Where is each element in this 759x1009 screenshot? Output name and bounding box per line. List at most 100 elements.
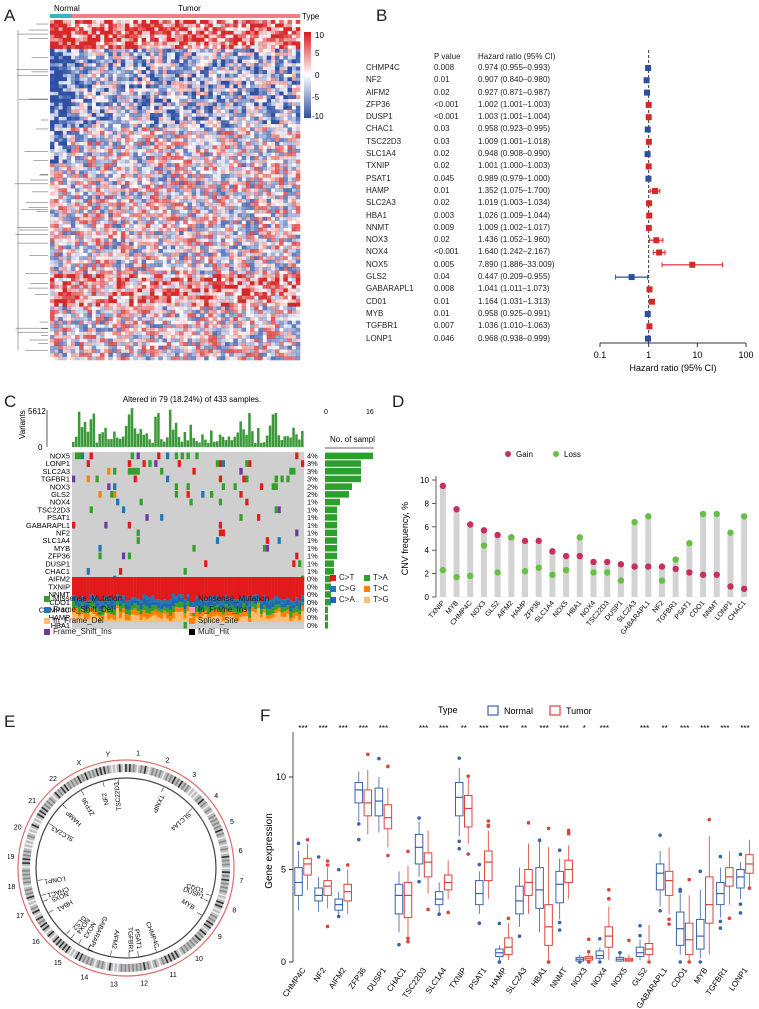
heatmap-cell — [162, 295, 167, 300]
heatmap-cell — [112, 209, 117, 214]
heatmap-cell — [66, 227, 72, 232]
heatmap-cell — [54, 281, 59, 286]
heatmap-cell — [287, 241, 292, 246]
heatmap-cell — [279, 238, 284, 243]
heatmap-cell — [112, 102, 117, 107]
heatmap-cell — [275, 231, 280, 236]
heatmap-cell — [129, 130, 134, 135]
heatmap-cell — [100, 288, 105, 293]
heatmap-cell — [250, 20, 255, 24]
heatmap-cell — [125, 84, 130, 89]
heatmap-cell — [283, 148, 288, 153]
heatmap-cell — [108, 292, 113, 296]
heatmap-cell — [87, 52, 92, 57]
heatmap-cell — [137, 98, 142, 103]
heatmap-cell — [162, 177, 167, 182]
heatmap-cell — [166, 84, 172, 89]
heatmap-cell — [170, 109, 176, 114]
heatmap-cell — [229, 181, 234, 185]
heatmap-cell — [191, 224, 197, 228]
heatmap-cell — [270, 34, 276, 39]
heatmap-cell — [50, 62, 55, 67]
heatmap-cell — [250, 148, 255, 153]
heatmap-cell — [229, 299, 234, 304]
heatmap-cell — [279, 181, 284, 185]
heatmap-cell — [263, 288, 267, 292]
heatmap-cell — [208, 166, 213, 171]
heatmap-cell — [204, 202, 209, 207]
heatmap-cell — [233, 105, 238, 110]
heatmap-cell — [62, 292, 67, 296]
heatmap-cell — [158, 138, 162, 142]
heatmap-cell — [245, 123, 251, 128]
heatmap-cell — [220, 59, 226, 64]
heatmap-cell — [70, 238, 76, 243]
heatmap-cell — [95, 80, 101, 85]
heatmap-cell — [258, 281, 263, 286]
heatmap-cell — [179, 84, 184, 89]
heatmap-cell — [91, 309, 97, 314]
heatmap-cell — [120, 277, 126, 282]
heatmap-cell — [95, 299, 101, 304]
heatmap-cell — [262, 202, 267, 207]
heatmap-cell — [75, 62, 80, 67]
heatmap-cell — [91, 88, 97, 92]
heatmap-cell — [200, 313, 205, 318]
heatmap-cell — [241, 256, 247, 261]
heatmap-cell — [208, 220, 213, 225]
heatmap-cell — [229, 220, 234, 225]
heatmap-cell — [175, 134, 180, 139]
heatmap-cell — [133, 313, 138, 318]
heatmap-cell — [195, 181, 201, 185]
heatmap-cell — [266, 156, 272, 160]
heatmap-cell — [154, 227, 159, 232]
heatmap-cell — [66, 45, 72, 49]
heatmap-cell — [254, 292, 259, 296]
heatmap-cell — [145, 34, 151, 39]
heatmap-cell — [75, 317, 80, 321]
heatmap-cell — [71, 235, 75, 239]
heatmap-cell — [204, 277, 209, 282]
heatmap-cell — [225, 156, 230, 160]
heatmap-cell — [175, 306, 179, 310]
heatmap-cell — [95, 249, 101, 253]
heatmap-cell — [154, 256, 159, 261]
heatmap-cell — [100, 198, 105, 203]
heatmap-cell — [166, 277, 172, 282]
heatmap-cell — [258, 295, 263, 300]
heatmap-cell — [129, 134, 134, 139]
heatmap-cell — [162, 20, 167, 24]
heatmap-cell — [204, 134, 209, 139]
heatmap-cell — [104, 241, 109, 246]
heatmap-cell — [170, 249, 176, 253]
heatmap-cell — [66, 102, 72, 107]
heatmap-cell — [283, 166, 288, 171]
heatmap-cell — [195, 138, 201, 142]
heatmap-cell — [166, 59, 172, 64]
heatmap-cell — [191, 238, 197, 243]
heatmap-cell — [62, 216, 67, 221]
heatmap-cell — [187, 27, 192, 32]
heatmap-cell — [133, 306, 138, 311]
heatmap-cell — [125, 274, 130, 278]
heatmap-cell — [58, 277, 63, 282]
heatmap-cell — [141, 256, 147, 261]
heatmap-cell — [258, 145, 263, 150]
heatmap-cell — [138, 38, 142, 42]
heatmap-cell — [95, 188, 101, 193]
heatmap-cell — [100, 202, 105, 207]
heatmap-cell — [87, 55, 92, 60]
heatmap-cell — [133, 188, 138, 193]
heatmap-cell — [129, 266, 134, 271]
heatmap-cell — [170, 141, 176, 146]
heatmap-cell — [279, 277, 284, 282]
heatmap-cell — [229, 313, 234, 318]
heatmap-cell — [237, 170, 242, 175]
heatmap-cell — [291, 156, 297, 160]
heatmap-cell — [212, 145, 217, 150]
heatmap-cell — [104, 245, 109, 250]
heatmap-cell — [162, 206, 167, 210]
heatmap-cell — [233, 313, 238, 318]
heatmap-cell — [283, 227, 288, 232]
heatmap-cell — [150, 234, 155, 239]
